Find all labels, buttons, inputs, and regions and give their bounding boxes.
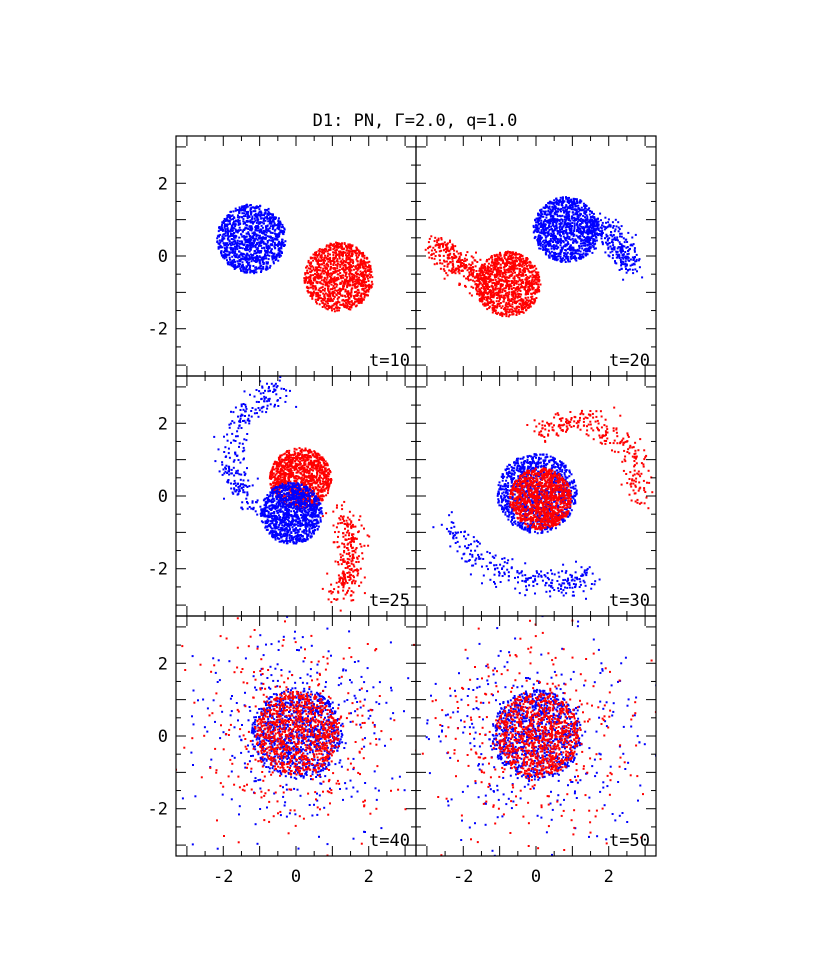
red-star-particles	[421, 619, 656, 856]
time-label: t=40	[369, 831, 410, 851]
time-label: t=50	[609, 831, 650, 851]
red-star-particles	[509, 467, 572, 531]
x-tick-label: 2	[604, 867, 614, 887]
time-label: t=20	[609, 351, 650, 371]
red-tidal-tail	[321, 500, 371, 612]
tick-marks	[176, 136, 416, 376]
particles	[432, 406, 654, 600]
tick-marks	[416, 616, 656, 856]
panel-frame	[175, 135, 417, 377]
particles	[216, 203, 374, 313]
x-tick-label: -2	[453, 867, 473, 887]
panel-3: -2 0 2 t=25	[148, 375, 417, 617]
particles	[424, 196, 644, 318]
panel-4: t=30	[415, 375, 657, 617]
particles	[421, 616, 656, 856]
time-label: t=10	[369, 351, 410, 371]
tick-marks	[416, 136, 656, 376]
blue-star-particles	[532, 196, 600, 263]
x-tick-label: 2	[364, 867, 374, 887]
y-tick-label: -2	[148, 320, 168, 340]
tick-marks	[176, 376, 416, 616]
red-tidal-tail	[526, 406, 654, 510]
chart-title: D1: PN, Γ=2.0, q=1.0	[313, 111, 518, 131]
tick-marks	[176, 616, 416, 856]
particles	[176, 616, 416, 856]
red-star-particles	[303, 241, 374, 313]
y-tick-label: 2	[158, 414, 168, 434]
particles	[213, 376, 371, 612]
y-tick-label: -2	[148, 560, 168, 580]
y-tick-label: 2	[158, 654, 168, 674]
red-star-particles	[475, 250, 542, 318]
x-tick-label: 0	[531, 867, 541, 887]
y-tick-label: 2	[158, 174, 168, 194]
time-label: t=30	[609, 591, 650, 611]
blue-tidal-tail	[213, 376, 298, 516]
red-star-particles	[176, 617, 416, 856]
x-tick-label: -2	[213, 867, 233, 887]
panel-1: -2 0 2 t=10	[148, 135, 417, 377]
blue-star-particles	[260, 481, 324, 545]
y-tick-label: 0	[158, 247, 168, 267]
y-tick-label: -2	[148, 800, 168, 820]
blue-star-particles	[181, 616, 410, 850]
blue-tidal-tail	[432, 511, 601, 600]
panel-6: -2 0 2 t=50	[415, 615, 657, 887]
red-tidal-tail	[424, 235, 492, 297]
panel-5: -2 0 2 -2 0 2 t=40	[148, 615, 417, 887]
time-label: t=25	[369, 591, 410, 611]
x-tick-label: 0	[291, 867, 301, 887]
blue-star-particles	[216, 203, 287, 275]
tick-marks	[416, 376, 656, 616]
y-tick-label: 0	[158, 727, 168, 747]
y-tick-label: 0	[158, 487, 168, 507]
panel-2: t=20	[415, 135, 657, 377]
